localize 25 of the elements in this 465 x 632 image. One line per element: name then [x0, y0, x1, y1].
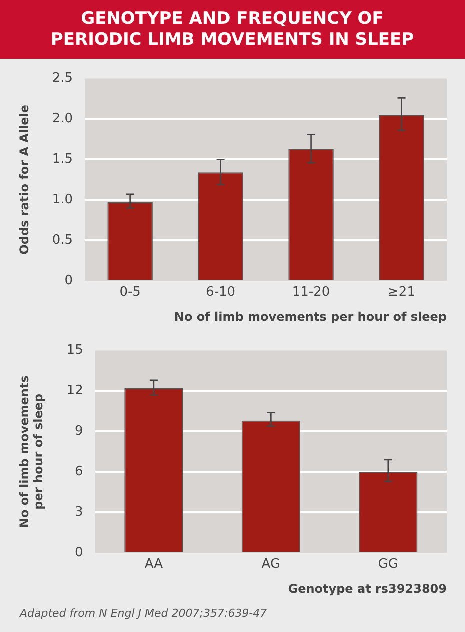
x-tick-label: 6-10 — [206, 285, 236, 300]
x-tick-label: 11-20 — [292, 285, 330, 300]
x-tick-label: ≥21 — [388, 285, 416, 300]
y-tick-label: 0 — [75, 545, 84, 560]
y-tick-label: 1.0 — [52, 192, 74, 208]
y-axis-title: No of limb movements per hour of sleep — [17, 376, 46, 528]
y-tick-label: 1.5 — [52, 152, 74, 168]
x-axis-title: Genotype at rs3923809 — [288, 582, 447, 596]
x-tick-label: AG — [262, 557, 281, 572]
y-tick-label: 15 — [66, 343, 84, 358]
x-tick-label: GG — [378, 557, 398, 572]
y-tick-label: 6 — [75, 464, 84, 480]
y-tick-label: 2.0 — [52, 112, 74, 127]
y-tick-label: 9 — [75, 424, 84, 440]
y-tick-label: 0 — [64, 273, 74, 288]
y-tick-label: 12 — [66, 384, 84, 399]
text: Adapted from N Engl J Med 2007;357:639-47 — [18, 606, 268, 620]
x-axis-title: No of limb movements per hour of sleep — [174, 310, 448, 324]
y-tick-label: 2.5 — [52, 71, 74, 86]
y-tick-label: 3 — [75, 504, 84, 520]
chart-title: GENOTYPE AND FREQUENCY OF PERIODIC LIMB MOVEMENTS IN SLEEP — [0, 0, 465, 59]
y-axis-title: Odds ratio for A Allele — [17, 104, 32, 255]
x-tick-label: 0-5 — [120, 285, 141, 300]
y-tick-label: 0.5 — [52, 232, 74, 248]
x-tick-label: AA — [144, 557, 164, 572]
